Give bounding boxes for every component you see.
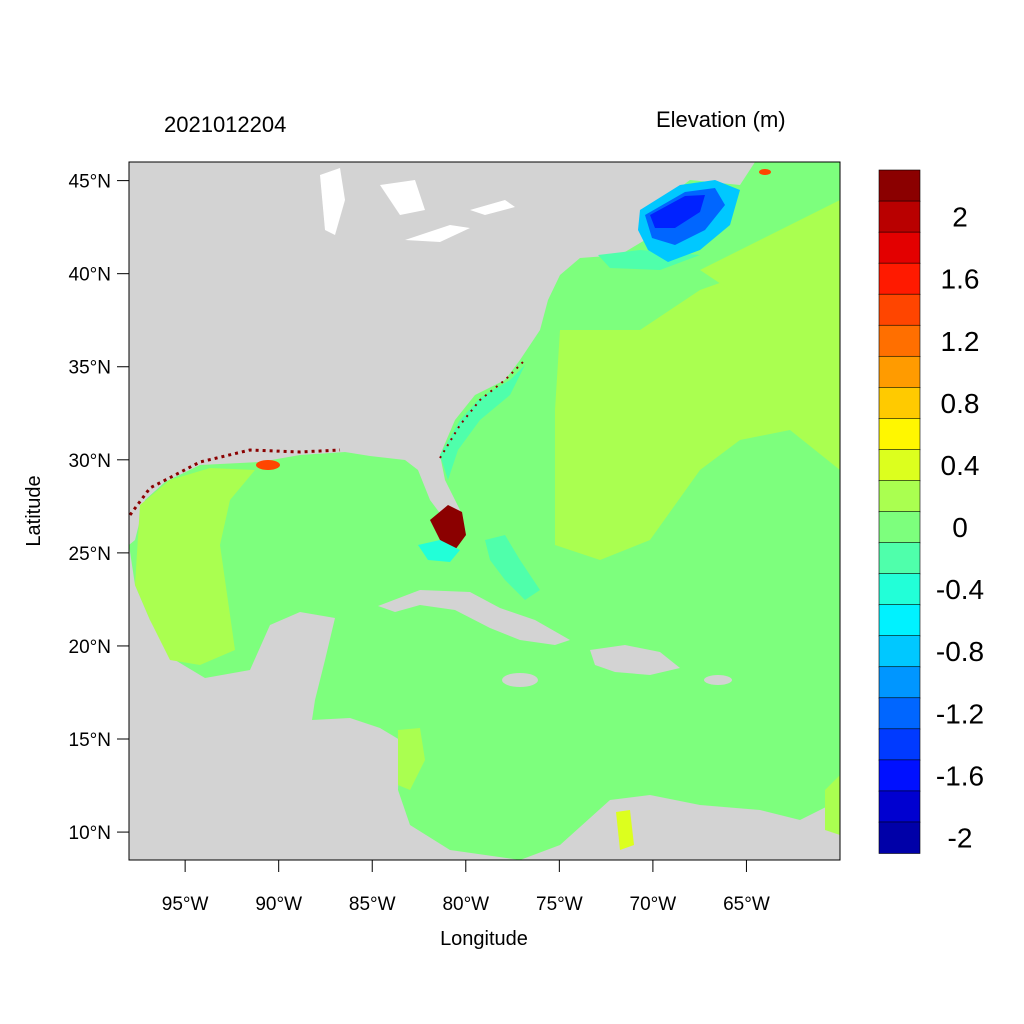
colorbar-bin	[878, 231, 921, 264]
colorbar-bin	[878, 821, 921, 854]
colorbar-label: 0.4	[941, 450, 980, 481]
colorbar-bin	[878, 697, 921, 730]
map-area	[129, 162, 840, 860]
south-america-land	[520, 795, 840, 860]
colorbar-label: -0.4	[936, 574, 984, 605]
colorbar-bin	[878, 480, 921, 513]
atlantic-positive-zone	[555, 240, 840, 560]
colorbar-bin	[878, 790, 921, 823]
colorbar-label: 0.8	[941, 388, 980, 419]
y-tick-label: 40°N	[69, 265, 111, 286]
colorbar-label: 1.2	[941, 326, 980, 357]
colorbar-bin	[878, 511, 921, 544]
hispaniola-land	[590, 645, 680, 675]
maracaibo-positive	[616, 810, 634, 850]
colorbar-bin	[878, 355, 921, 389]
x-axis-ticks: 95°W 90°W 85°W 80°W 75°W 70°W 65°W	[162, 860, 770, 915]
timestamp-title: 2021012204	[164, 112, 287, 137]
western-gulf-shelf	[135, 468, 255, 665]
colorbar-bin	[878, 200, 921, 233]
colorbar-label: -0.8	[936, 636, 984, 667]
northeast-positive-zone	[700, 200, 840, 310]
atlantic-coast-surge	[439, 359, 526, 459]
colorbar-bin	[878, 666, 921, 699]
central-america-land	[129, 545, 520, 860]
y-tick-label: 15°N	[69, 730, 111, 751]
x-tick-label: 75°W	[536, 894, 583, 915]
colorbar-label: -1.6	[936, 760, 984, 791]
gulf-of-maine-core	[650, 195, 705, 228]
orinoco-shelf	[825, 775, 840, 835]
colorbar-bin	[878, 169, 921, 202]
florida-bay-negative	[418, 540, 460, 562]
y-tick-label: 30°N	[69, 451, 111, 472]
jamaica-land	[502, 673, 538, 687]
x-tick-label: 70°W	[630, 894, 677, 915]
north-america-land	[129, 162, 755, 545]
plot-frame	[128, 161, 841, 861]
colorbar-bin	[878, 324, 921, 358]
colorbar-bin	[878, 449, 921, 482]
y-tick-label: 45°N	[69, 172, 111, 193]
x-tick-label: 85°W	[349, 894, 396, 915]
colorbar-bin	[878, 387, 921, 420]
colorbar-bin	[878, 573, 921, 606]
x-tick-label: 95°W	[162, 894, 209, 915]
colorbar-bin	[878, 418, 921, 451]
lake-ontario	[470, 200, 515, 215]
colorbar-label: -2	[948, 822, 973, 853]
y-tick-label: 35°N	[69, 358, 111, 379]
colorbar-label: 2	[952, 202, 968, 233]
y-tick-label: 20°N	[69, 637, 111, 658]
colorbar-bin	[878, 542, 921, 575]
cuba-land	[378, 590, 570, 645]
gulf-coast-surge	[129, 448, 341, 516]
colorbar-bin	[878, 604, 921, 637]
colorbar-bin	[878, 759, 921, 792]
y-axis-ticks: 45°N 40°N 35°N 30°N 25°N 20°N 15°N 10°N	[69, 172, 129, 844]
bahamas-negative	[485, 535, 540, 600]
colorbar-label: -1.2	[936, 698, 984, 729]
puerto-rico-land	[704, 675, 732, 685]
colorbar: 2 1.6 1.2 0.8 0.4 0 -0.4 -0.8 -1.2 -1.6 -2	[878, 169, 984, 854]
georgia-shelf-negative	[440, 365, 525, 480]
colorbar-bin	[878, 728, 921, 761]
nova-scotia-surge	[759, 169, 771, 175]
x-tick-label: 90°W	[255, 894, 302, 915]
lake-huron	[380, 180, 425, 215]
colorbar-bin	[878, 262, 921, 295]
lake-erie	[405, 225, 470, 242]
y-tick-label: 25°N	[69, 544, 111, 565]
florida-surge	[430, 505, 466, 550]
louisiana-surge	[256, 460, 280, 470]
colorbar-label: 0	[952, 512, 968, 543]
colorbar-bin	[878, 635, 921, 668]
lake-michigan	[320, 168, 345, 235]
x-axis-label: Longitude	[440, 928, 528, 950]
y-axis-label: Latitude	[23, 475, 45, 546]
colorbar-bin	[878, 293, 921, 327]
y-tick-label: 10°N	[69, 823, 111, 844]
colorbar-label: 1.6	[941, 264, 980, 295]
variable-title: Elevation (m)	[656, 107, 786, 132]
nicaragua-shelf	[398, 728, 425, 790]
x-tick-label: 65°W	[723, 894, 770, 915]
x-tick-label: 80°W	[442, 894, 489, 915]
